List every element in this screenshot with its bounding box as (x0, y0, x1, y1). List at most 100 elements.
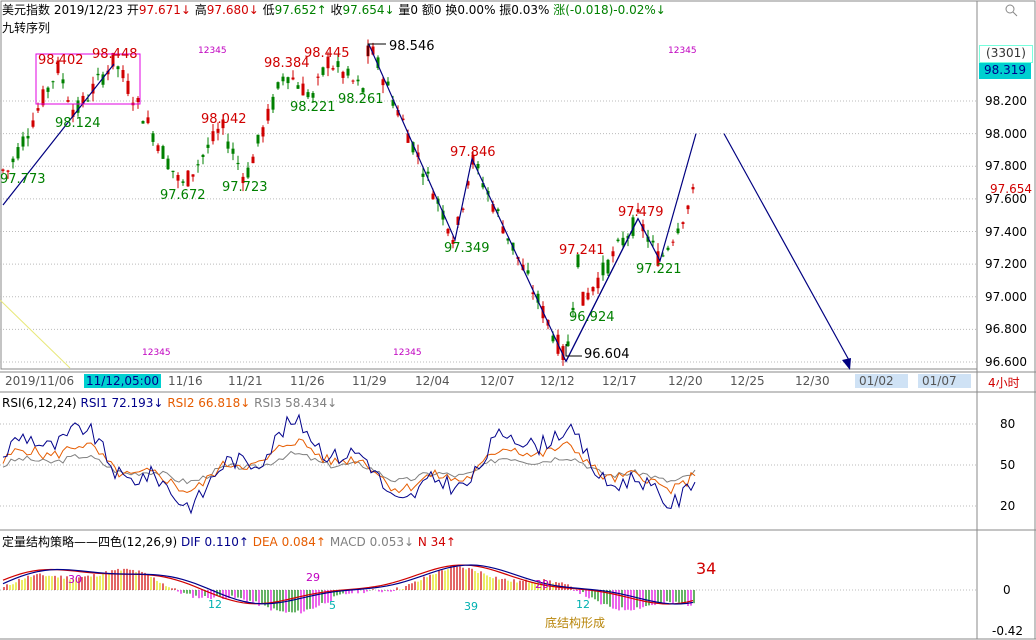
last-close-tag: 97.654 (990, 182, 1032, 196)
candle-body (191, 174, 195, 177)
candle-body (636, 209, 640, 213)
candle-body (371, 46, 375, 55)
pivot-label-low: 98.221 (290, 100, 336, 115)
candle-body (146, 117, 150, 124)
candle-body (496, 209, 500, 212)
candle-body (26, 135, 30, 139)
pivot-label-low: 97.221 (636, 262, 682, 277)
instrument-name: 美元指数 (2, 3, 51, 17)
candle-body (421, 173, 425, 177)
candle-body (426, 171, 430, 174)
dif-line (2, 564, 694, 605)
sequence-marks: 12345 12345 12345 12345 (142, 46, 697, 358)
candle-body (376, 57, 380, 69)
pivot-label-low: 97.672 (160, 188, 206, 203)
macd-count-12: 12 (208, 598, 222, 611)
candle-body (616, 239, 620, 242)
candle-body (271, 96, 275, 110)
macd-count-30: 30 (68, 573, 82, 586)
projection-arrowhead (842, 358, 851, 370)
candle-body (386, 81, 390, 86)
candle-body (206, 144, 210, 148)
candle-body (381, 79, 385, 86)
macd-lines (2, 564, 694, 605)
candle-body (666, 247, 670, 250)
candle-body (151, 133, 155, 142)
candle-body (291, 77, 295, 80)
candle-body (476, 164, 480, 169)
candle-body (66, 100, 70, 102)
rsi-tick-80: 80 (1000, 417, 1016, 431)
time-label: 12/20 (668, 374, 703, 388)
rsi2-line (2, 438, 696, 495)
candle-body (286, 77, 290, 84)
high-marker (367, 43, 386, 56)
candle-body (241, 176, 245, 184)
price-tick: 96.800 (985, 322, 1027, 337)
candle-body (456, 216, 460, 225)
candle-body (296, 85, 300, 89)
candle-body (466, 181, 470, 186)
price-tick: 97.200 (985, 257, 1027, 272)
price-tick: 98.000 (985, 126, 1027, 141)
candle-body (141, 121, 145, 124)
candle-body (251, 156, 255, 164)
macd-count-39: 39 (464, 600, 478, 613)
candle-body (401, 118, 405, 121)
pivot-label-high: 97.241 (559, 243, 605, 258)
candle-body (226, 141, 230, 149)
time-label: 01/07 (918, 374, 971, 388)
pivot-label-high: 98.546 (389, 39, 435, 54)
macd-value: MACD 0.053↓ (329, 535, 415, 549)
rsi-header: RSI(6,12,24) RSI1 72.193↓ RSI2 66.818↓ R… (2, 396, 337, 410)
price-gridlines (0, 100, 977, 363)
candle-body (326, 56, 330, 69)
n-value: N 34↑ (417, 535, 456, 549)
candle-body (71, 109, 75, 117)
amount: 额0 (421, 3, 442, 17)
candle-body (561, 346, 565, 360)
rsi-lines (2, 413, 696, 515)
price-tick: 97.000 (985, 289, 1027, 304)
candle-body (651, 240, 655, 243)
candle-body (76, 100, 80, 113)
time-label: 11/12,05:00 (84, 374, 161, 388)
pivot-label-low: 97.349 (444, 241, 490, 256)
candle-body (356, 79, 360, 82)
candle-body (551, 335, 555, 342)
high-value: 97.680↓ (206, 3, 259, 17)
candle-body (391, 99, 395, 106)
time-label: 12/30 (795, 374, 830, 388)
open-label: 开 (126, 3, 139, 17)
candle-body (136, 97, 140, 103)
time-label: 11/16 (168, 374, 203, 388)
candle-body (56, 60, 60, 74)
low-value: 97.652↑ (274, 3, 327, 17)
candle-body (11, 158, 15, 163)
candle-body (96, 73, 100, 76)
candle-body (216, 128, 220, 133)
candle-body (441, 210, 445, 220)
rsi2-value: RSI2 66.818↓ (167, 396, 251, 410)
candle-body (61, 79, 65, 84)
period-label: 4小时 (988, 376, 1020, 390)
price-tick: 97.400 (985, 224, 1027, 239)
low-label: 低 (262, 3, 275, 17)
candle-body (121, 70, 125, 79)
candle-body (91, 83, 95, 94)
candle-body (596, 277, 600, 289)
candle-body (671, 241, 675, 243)
candle-body (281, 76, 285, 82)
candle-body (311, 93, 315, 98)
candle-body (431, 193, 435, 200)
search-icon[interactable] (990, 2, 1030, 18)
close-value: 97.654↓ (342, 3, 395, 17)
current-price-tag: 98.319 (979, 63, 1031, 79)
macd-count-20: 20 (535, 578, 549, 591)
price-tick: 97.800 (985, 159, 1027, 174)
candle-body (1, 169, 5, 171)
candle-body (571, 307, 575, 311)
time-label: 12/07 (480, 374, 515, 388)
